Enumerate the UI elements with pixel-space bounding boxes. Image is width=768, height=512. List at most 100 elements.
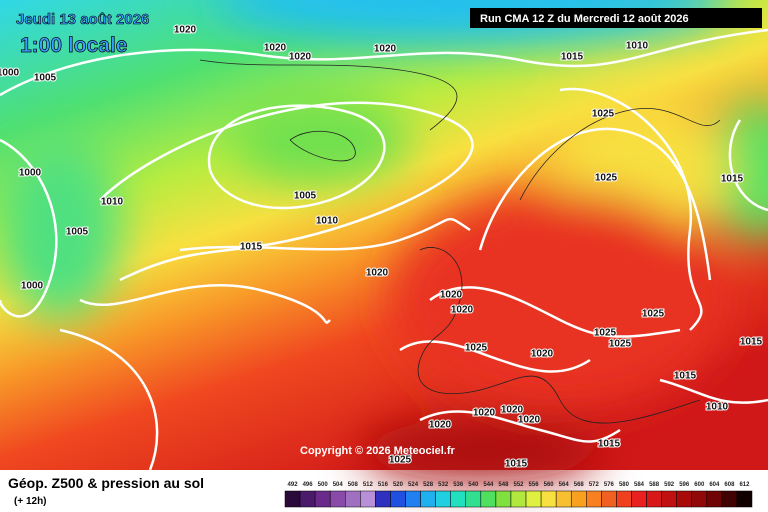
scale-label: 596: [679, 482, 690, 488]
isobar-label: 1010: [101, 197, 124, 208]
isobar-label: 1015: [598, 439, 621, 450]
isobar-label: 1025: [595, 173, 618, 184]
scale-label: 592: [664, 482, 675, 488]
scale-swatch: [736, 490, 753, 508]
scale-swatch: [390, 490, 406, 508]
isobar-label: 1015: [240, 242, 263, 253]
scale-label: 496: [303, 482, 314, 488]
scale-swatch: [435, 490, 451, 508]
isobar-label: 1015: [561, 52, 584, 63]
scale-label: 540: [468, 482, 479, 488]
scale-label: 584: [634, 482, 645, 488]
scale-swatch: [465, 490, 482, 508]
isobar-label: 1005: [34, 73, 57, 84]
geopotential-field: [0, 0, 768, 480]
scale-swatch: [405, 490, 421, 508]
scale-label: 608: [724, 482, 735, 488]
isobar-label: 1020: [518, 415, 541, 426]
isobar-label: 1010: [316, 216, 339, 227]
scale-swatch: [450, 490, 467, 508]
scale-swatch: [721, 490, 738, 508]
scale-label: 600: [694, 482, 705, 488]
isobar-label: 1015: [721, 174, 744, 185]
run-banner: [470, 8, 762, 28]
isobar-label: 1020: [501, 405, 524, 416]
isobar-label: 1015: [740, 337, 763, 348]
isobar-label: 1020: [264, 43, 287, 54]
scale-swatch: [706, 490, 723, 508]
scale-swatch: [299, 490, 316, 508]
scale-swatch: [480, 490, 497, 508]
isobar-label: 1000: [19, 168, 42, 179]
run-info: Run CMA 12 Z du Mercredi 12 août 2026: [480, 13, 689, 25]
isobar-label: 1020: [429, 420, 452, 431]
isobar-label: 1020: [374, 44, 397, 55]
scale-swatch: [314, 490, 331, 508]
scale-label: 560: [544, 482, 555, 488]
scale-label: 532: [438, 482, 449, 488]
copyright: Copyright © 2026 Meteociel.fr: [300, 445, 456, 457]
scale-label: 544: [483, 482, 494, 488]
scale-swatch: [691, 490, 708, 508]
scale-label: 516: [378, 482, 389, 488]
scale-swatch: [375, 490, 391, 508]
scale-swatch: [616, 490, 632, 508]
isobar-label: 1000: [0, 68, 20, 79]
scale-swatch: [495, 490, 512, 508]
legend-subtitle: (+ 12h): [14, 496, 47, 507]
color-scale: 492 496 500 504 508 512 516 520 524 528 532 536 540 5…: [284, 482, 753, 508]
scale-swatch: [646, 490, 662, 508]
scale-swatch: [555, 490, 572, 508]
scale-swatch: [676, 490, 692, 508]
scale-label: 520: [393, 482, 404, 488]
scale-label: 504: [333, 482, 344, 488]
scale-swatch: [570, 490, 587, 508]
scale-label: 536: [453, 482, 464, 488]
isobars: [0, 28, 768, 471]
scale-swatch: [540, 490, 557, 508]
scale-label: 528: [423, 482, 434, 488]
scale-swatch: [345, 490, 361, 508]
isobar-label: 1025: [465, 343, 488, 354]
isobar-label: 1000: [21, 281, 44, 292]
isobar-label: 1015: [505, 459, 528, 470]
scale-label: 564: [559, 482, 570, 488]
isobar-labels: 1020102010201020101510101005100010251000…: [0, 24, 764, 471]
scale-label: 548: [498, 482, 509, 488]
isobar-label: 1020: [531, 349, 554, 360]
isobar-label: 1020: [289, 52, 312, 63]
scale-label: 492: [288, 482, 299, 488]
scale-label: 576: [604, 482, 615, 488]
forecast-time: 1:00 locale: [20, 34, 127, 57]
scale-swatch: [631, 490, 647, 508]
isobar-label: 1025: [642, 309, 665, 320]
scale-swatch: [284, 490, 301, 508]
scale-label: 508: [348, 482, 359, 488]
scale-swatch: [601, 490, 617, 508]
isobar-label: 1005: [294, 191, 317, 202]
isobar-label: 1020: [174, 25, 197, 36]
scale-label: 552: [513, 482, 524, 488]
isobar-label: 1025: [592, 109, 615, 120]
scale-swatch: [661, 490, 677, 508]
scale-label: 556: [529, 482, 540, 488]
scale-label: 612: [739, 482, 750, 488]
isobar-label: 1020: [366, 268, 389, 279]
isobar-label: 1010: [706, 402, 729, 413]
isobar-label: 1015: [674, 371, 697, 382]
isobar-label: 1005: [66, 227, 89, 238]
isobar-label: 1020: [451, 305, 474, 316]
scale-label: 604: [709, 482, 720, 488]
scale-swatch: [360, 490, 376, 508]
isobar-label: 1025: [609, 339, 632, 350]
scale-swatch: [510, 490, 527, 508]
scale-label: 524: [408, 482, 419, 488]
scale-swatch: [420, 490, 436, 508]
forecast-date: Jeudi 13 août 2026: [16, 11, 149, 28]
isobar-label: 1025: [389, 455, 412, 466]
scale-label: 568: [574, 482, 585, 488]
isobar-label: 1020: [473, 408, 496, 419]
scale-swatch: [525, 490, 542, 508]
coastlines: [199, 59, 721, 424]
